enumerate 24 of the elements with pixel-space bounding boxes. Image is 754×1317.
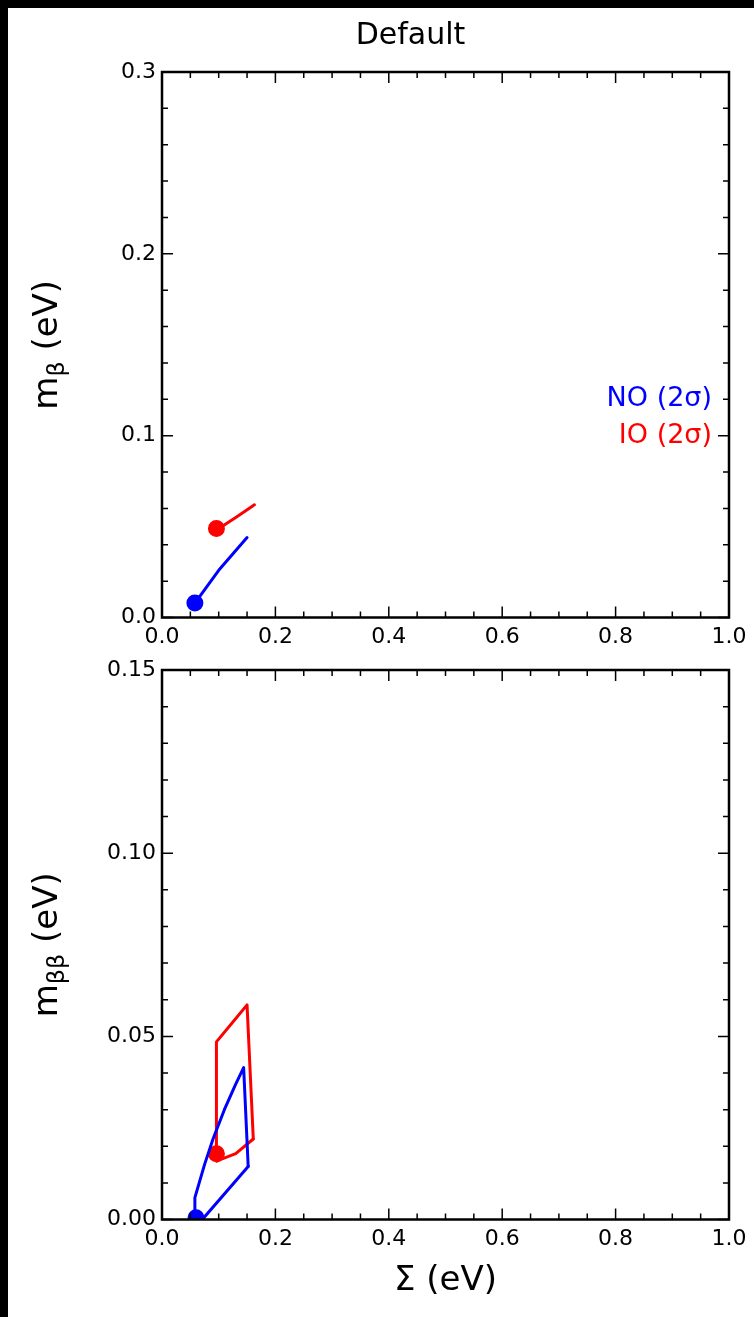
x-tick-label: 1.0 xyxy=(711,1224,747,1250)
x-tick-label: 0.8 xyxy=(598,622,634,648)
x-tick-label: 0.6 xyxy=(484,622,520,648)
x-tick-label: 0.4 xyxy=(371,622,407,648)
y-tick-label: 0.3 xyxy=(121,57,156,83)
text: NO (2σ) xyxy=(606,381,712,413)
x-tick-label: 0.6 xyxy=(484,1224,520,1250)
y-axis-title: mβ (eV) xyxy=(24,279,71,410)
y-tick-label: 0.15 xyxy=(107,655,156,681)
x-tick-label: 0.4 xyxy=(371,1224,407,1250)
y-tick-label: 0.05 xyxy=(107,1022,156,1048)
x-tick-label: 1.0 xyxy=(711,622,747,648)
y-tick-label: 0.1 xyxy=(121,421,156,447)
y-axis-title: mββ (eV) xyxy=(24,872,71,1018)
chart-title: Default xyxy=(355,15,466,51)
x-tick-label: 0.0 xyxy=(144,622,180,648)
text: IO (2σ) xyxy=(618,418,712,450)
x-tick-label: 0.0 xyxy=(144,1224,180,1250)
x-tick-label: 0.8 xyxy=(598,1224,634,1250)
x-tick-label: 0.2 xyxy=(257,1224,293,1250)
y-tick-label: 0.10 xyxy=(107,838,156,864)
y-tick-label: 0.2 xyxy=(121,239,156,265)
x-axis-title: Σ (eV) xyxy=(394,1258,497,1299)
x-tick-label: 0.2 xyxy=(257,622,293,648)
